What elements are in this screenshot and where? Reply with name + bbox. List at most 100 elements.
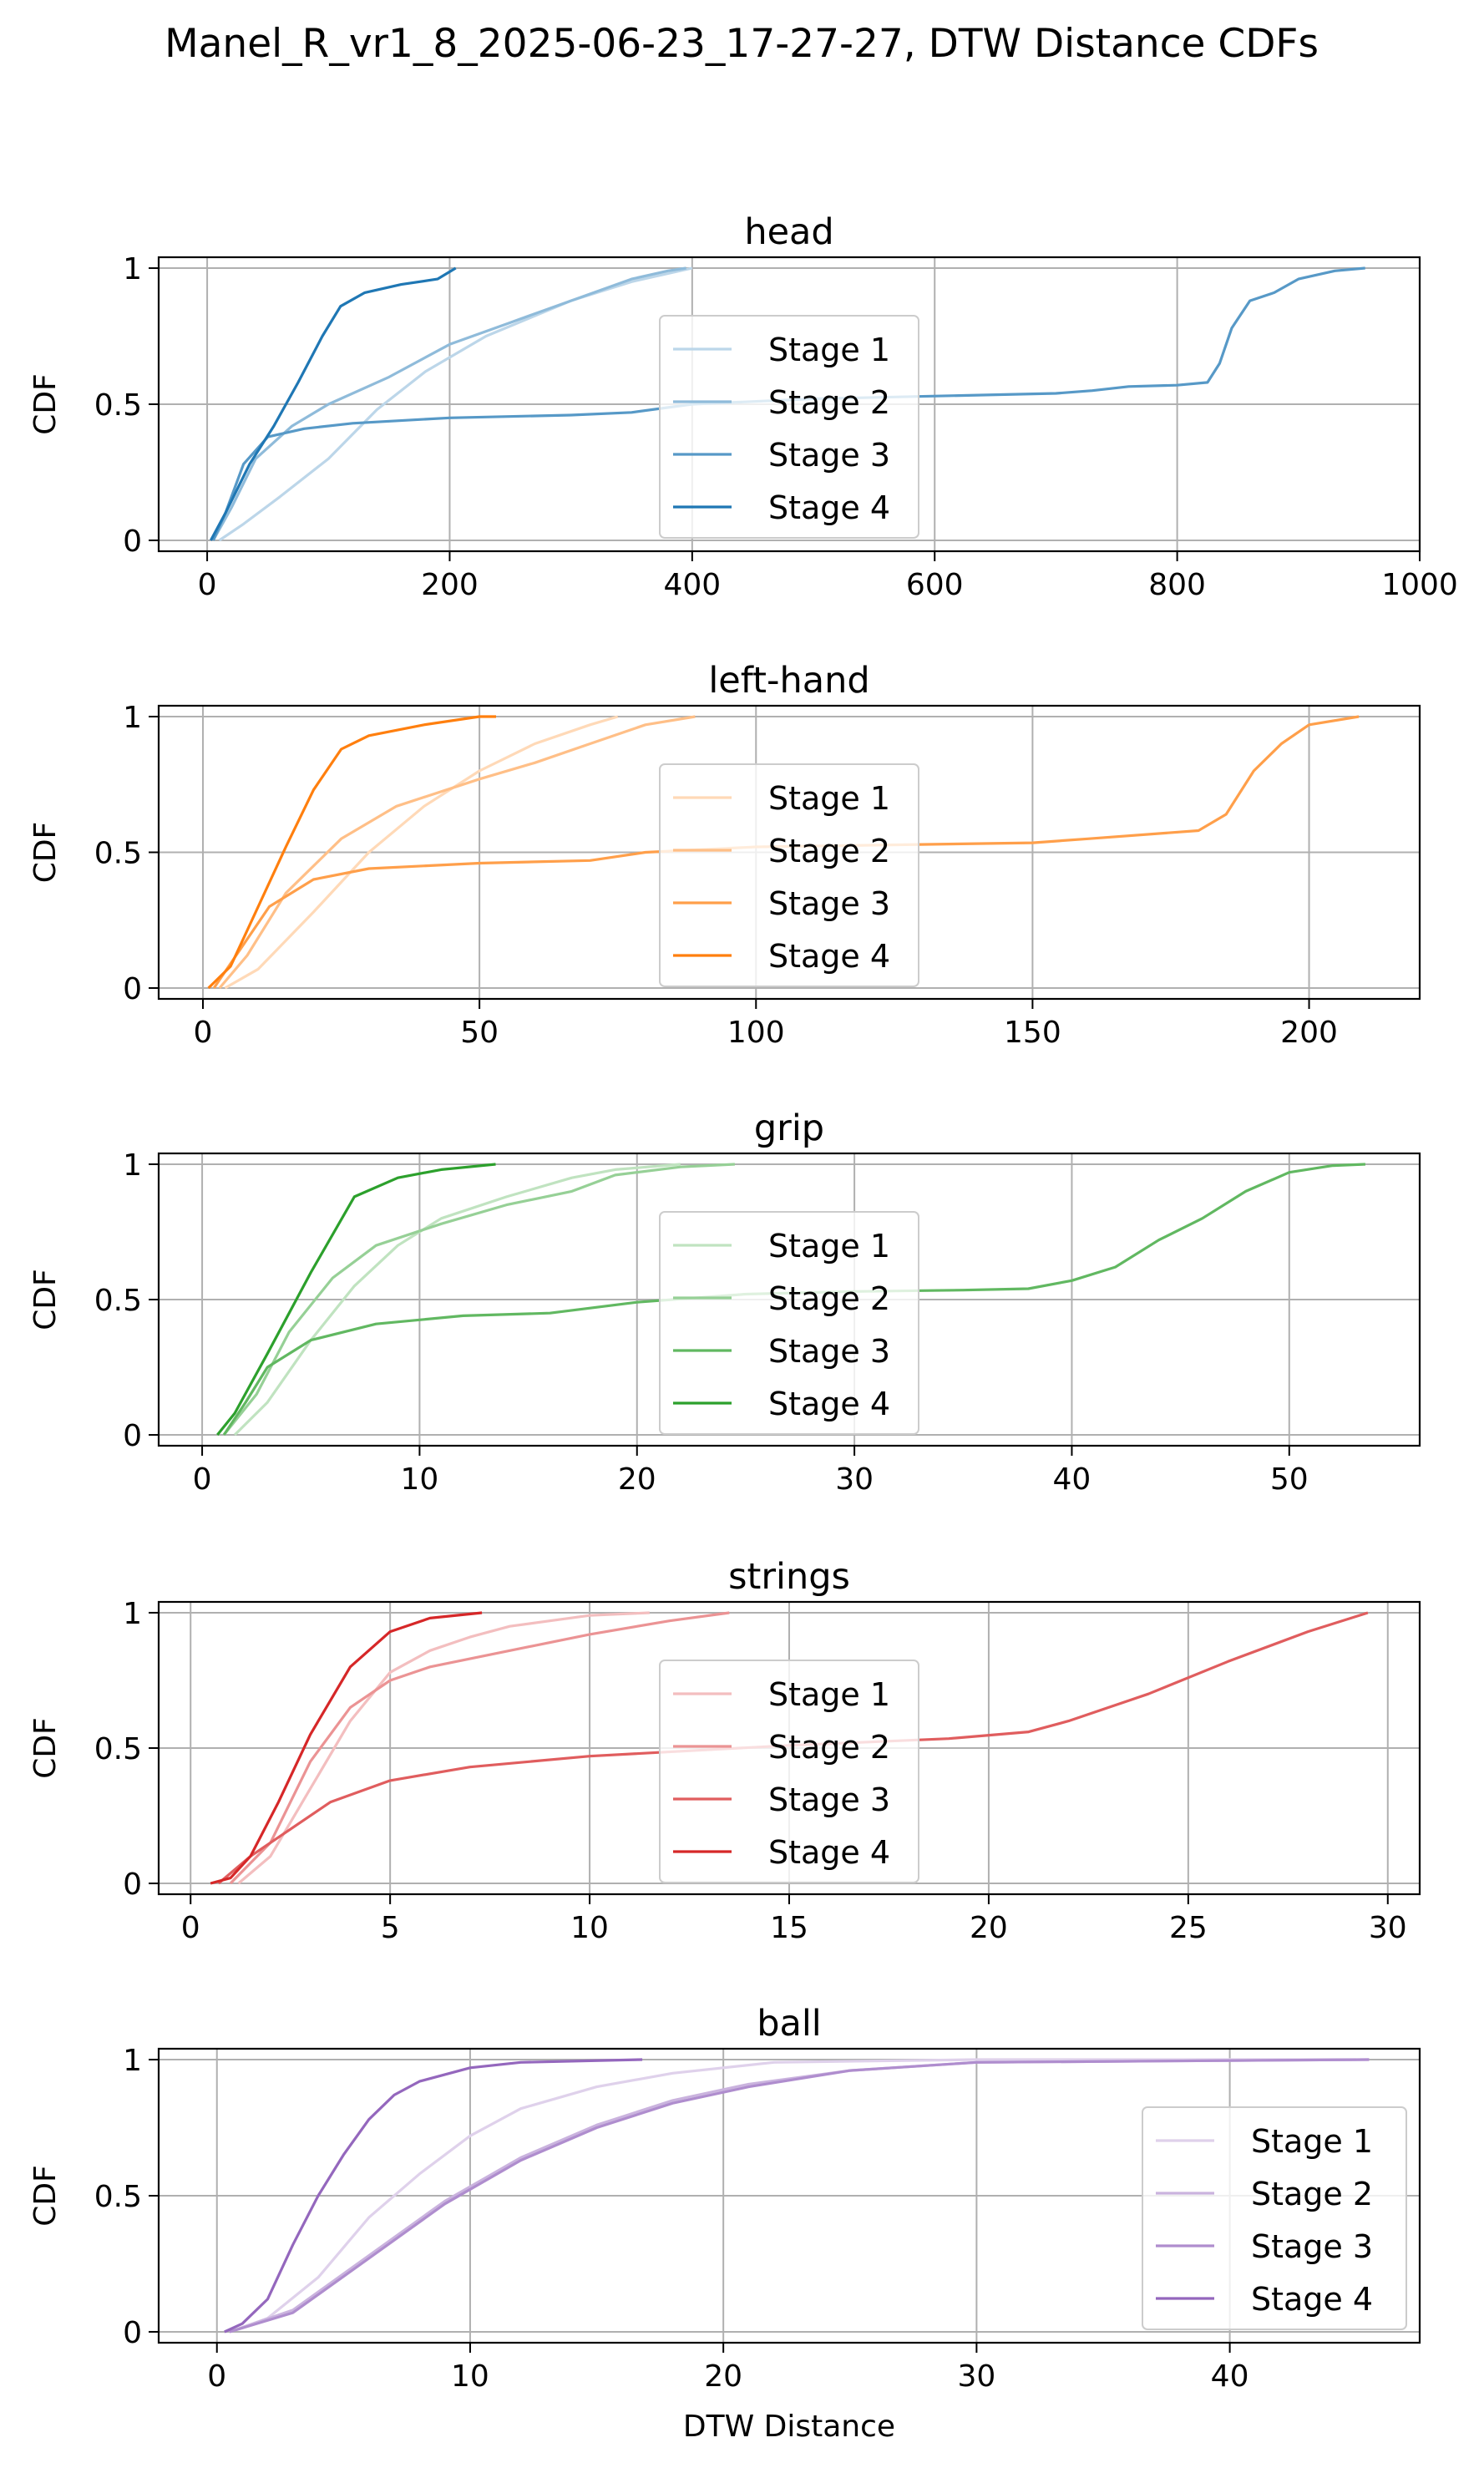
legend-label-stage-4: Stage 4 xyxy=(768,938,890,975)
y-axis-label: CDF xyxy=(28,2165,63,2227)
x-axis-label: DTW Distance xyxy=(683,2410,895,2444)
legend-label-stage-2: Stage 2 xyxy=(768,1280,890,1317)
subplot-title: head xyxy=(744,211,833,253)
x-tick-label: 100 xyxy=(727,1016,785,1050)
series-line-stage-4 xyxy=(209,266,457,541)
y-tick-label: 1 xyxy=(123,2044,142,2078)
legend-label-stage-1: Stage 1 xyxy=(768,1228,890,1264)
x-tick-label: 50 xyxy=(460,1016,499,1050)
x-tick-label: 150 xyxy=(1004,1016,1061,1050)
legend-label-stage-1: Stage 1 xyxy=(768,780,890,817)
series-line-stage-1 xyxy=(229,2058,1357,2334)
y-tick-label: 0 xyxy=(123,1419,142,1453)
figure-title: Manel_R_vr1_8_2025-06-23_17-27-27, DTW D… xyxy=(165,21,1319,67)
legend-label-stage-3: Stage 3 xyxy=(1251,2228,1373,2265)
legend-box xyxy=(1142,2106,1407,2330)
y-tick-label: 0.5 xyxy=(94,1732,142,1766)
legend-box xyxy=(659,763,919,987)
x-tick-label: 50 xyxy=(1270,1462,1309,1497)
legend-label-stage-2: Stage 2 xyxy=(768,1729,890,1766)
x-tick-label: 0 xyxy=(181,1911,200,1945)
legend-label-stage-4: Stage 4 xyxy=(768,489,890,526)
legend-label-stage-4: Stage 4 xyxy=(768,1834,890,1871)
y-tick-label: 0.5 xyxy=(94,388,142,423)
subplot-title: left-hand xyxy=(708,660,869,702)
x-tick-label: 1000 xyxy=(1381,568,1458,602)
x-tick-label: 10 xyxy=(401,1462,439,1497)
subplot-5: 0 10 20 30 40 0 0.5 1 ball CDF DTW Distance Stage 1… xyxy=(28,2003,1421,2444)
x-tick-label: 0 xyxy=(198,568,217,602)
x-tick-label: 10 xyxy=(570,1911,609,1945)
legend: Stage 1 Stage 2 Stage 3 Stage 4 xyxy=(659,763,919,987)
legend-box xyxy=(659,1660,919,1883)
legend-label-stage-2: Stage 2 xyxy=(768,833,890,869)
y-axis-label: CDF xyxy=(28,373,63,435)
series-line-stage-2 xyxy=(218,715,696,990)
y-axis-label: CDF xyxy=(28,1269,63,1330)
x-tick-label: 200 xyxy=(421,568,479,602)
series-line-stage-1 xyxy=(224,715,619,990)
x-tick-label: 5 xyxy=(381,1911,400,1945)
legend: Stage 1 Stage 2 Stage 3 Stage 4 xyxy=(659,1660,919,1883)
series-line-stage-2 xyxy=(222,1163,735,1437)
y-tick-label: 1 xyxy=(123,701,142,735)
x-tick-label: 30 xyxy=(835,1462,874,1497)
y-tick-label: 1 xyxy=(123,1597,142,1631)
legend-label-stage-2: Stage 2 xyxy=(768,384,890,421)
x-tick-label: 30 xyxy=(957,2359,995,2394)
y-tick-label: 0 xyxy=(123,972,142,1006)
x-tick-label: 200 xyxy=(1280,1016,1338,1050)
series-line-stage-2 xyxy=(229,1611,730,1885)
x-tick-label: 10 xyxy=(451,2359,489,2394)
x-tick-label: 0 xyxy=(207,2359,226,2394)
legend-label-stage-4: Stage 4 xyxy=(1251,2281,1373,2318)
x-tick-label: 20 xyxy=(704,2359,742,2394)
series-line-stage-1 xyxy=(237,1611,650,1885)
x-tick-label: 0 xyxy=(193,1462,212,1497)
x-tick-label: 25 xyxy=(1169,1911,1208,1945)
subplot-title: ball xyxy=(757,2003,822,2045)
y-tick-label: 1 xyxy=(123,252,142,286)
series-line-stage-3 xyxy=(229,2058,1370,2334)
series-line-stage-3 xyxy=(211,266,1365,541)
legend-box xyxy=(659,315,919,539)
series-line-stage-4 xyxy=(207,715,496,990)
x-tick-label: 800 xyxy=(1148,568,1206,602)
x-tick-label: 30 xyxy=(1369,1911,1407,1945)
legend-label-stage-1: Stage 1 xyxy=(768,1676,890,1713)
y-tick-label: 0 xyxy=(123,525,142,559)
legend-label-stage-3: Stage 3 xyxy=(768,437,890,474)
legend-box xyxy=(659,1211,919,1435)
y-tick-label: 0 xyxy=(123,2316,142,2350)
series-line-stage-4 xyxy=(216,1163,496,1437)
legend-label-stage-2: Stage 2 xyxy=(1251,2176,1373,2212)
legend-label-stage-3: Stage 3 xyxy=(768,1781,890,1818)
y-tick-label: 0 xyxy=(123,1867,142,1902)
legend: Stage 1 Stage 2 Stage 3 Stage 4 xyxy=(659,1211,919,1435)
series-line-stage-2 xyxy=(211,266,686,541)
legend: Stage 1 Stage 2 Stage 3 Stage 4 xyxy=(659,315,919,539)
y-tick-label: 0.5 xyxy=(94,2180,142,2214)
x-tick-label: 600 xyxy=(906,568,964,602)
y-axis-label: CDF xyxy=(28,1717,63,1779)
series-line-stage-4 xyxy=(210,1611,483,1885)
subplot-title: grip xyxy=(754,1107,824,1149)
y-tick-label: 1 xyxy=(123,1148,142,1183)
y-tick-label: 0.5 xyxy=(94,837,142,871)
x-tick-label: 40 xyxy=(1211,2359,1249,2394)
x-tick-label: 20 xyxy=(618,1462,656,1497)
x-tick-label: 15 xyxy=(770,1911,808,1945)
x-tick-label: 40 xyxy=(1053,1462,1091,1497)
legend-label-stage-3: Stage 3 xyxy=(768,885,890,922)
legend-label-stage-1: Stage 1 xyxy=(768,332,890,368)
x-tick-label: 20 xyxy=(970,1911,1008,1945)
legend-label-stage-4: Stage 4 xyxy=(768,1386,890,1422)
x-tick-label: 0 xyxy=(194,1016,213,1050)
legend-label-stage-1: Stage 1 xyxy=(1251,2123,1373,2160)
series-line-stage-4 xyxy=(224,2058,643,2334)
